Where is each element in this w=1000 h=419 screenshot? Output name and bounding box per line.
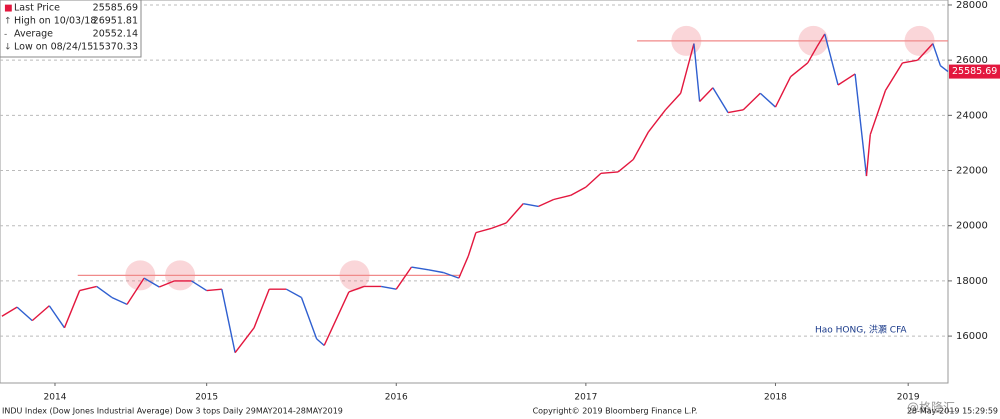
price-segment	[428, 269, 444, 274]
price-segment	[790, 62, 809, 78]
price-segment	[759, 92, 776, 108]
price-segment	[902, 59, 918, 64]
price-segment	[234, 327, 255, 354]
legend-icon: ↑	[4, 17, 12, 27]
price-segment	[323, 291, 350, 346]
price-segment	[395, 266, 413, 290]
price-segment	[380, 285, 397, 290]
price-segment	[837, 73, 856, 86]
price-segment	[458, 255, 469, 279]
legend-icon: ■	[4, 4, 13, 14]
price-segment	[285, 288, 302, 299]
price-segment	[932, 43, 942, 66]
x-tick-label: 2014	[44, 393, 67, 403]
price-segment	[727, 109, 744, 114]
x-tick-label: 2017	[574, 393, 597, 403]
footer-left: INDU Index (Dow Jones Industrial Average…	[2, 407, 343, 416]
price-segment	[126, 277, 145, 305]
watermark: @格隆汇	[907, 400, 955, 415]
price-segment	[742, 92, 761, 111]
price-segment	[1, 306, 18, 317]
y-tick-label: 18000	[956, 276, 988, 287]
price-segment	[221, 289, 236, 353]
last-price-tag	[949, 64, 1000, 79]
legend-value: 20552.14	[93, 29, 138, 40]
legend-icon: -	[4, 30, 7, 40]
legend-label: Low on 08/24/15	[14, 42, 93, 53]
footer-right: 28-May-2019 15:29:59	[907, 407, 998, 416]
price-segment	[585, 172, 602, 188]
legend-label: Last Price	[14, 3, 60, 14]
legend-label: Average	[14, 29, 53, 40]
price-segment	[774, 76, 792, 108]
legend-icon: ↓	[4, 43, 12, 53]
price-segment	[63, 290, 81, 329]
x-tick-label: 2016	[385, 393, 408, 403]
y-tick-label: 26000	[956, 55, 988, 66]
price-segment	[553, 194, 571, 201]
price-segment	[570, 186, 587, 196]
price-segment	[96, 285, 113, 299]
x-tick-label: 2015	[195, 393, 218, 403]
price-segment	[632, 131, 650, 160]
price-segment	[348, 285, 365, 293]
legend-label: High on 10/03/18	[14, 16, 96, 27]
price-segment	[538, 198, 554, 208]
price-segment	[505, 203, 524, 224]
price-segment	[693, 43, 701, 102]
price-segment	[917, 43, 934, 61]
price-segment	[467, 232, 477, 257]
price-segment	[824, 33, 839, 86]
legend-box	[0, 0, 142, 58]
price-segment	[31, 305, 50, 322]
price-segment	[600, 171, 619, 174]
footer-center: Copyright© 2019 Bloomberg Finance L.P.	[533, 407, 698, 416]
price-segment	[699, 87, 714, 103]
price-segment	[79, 285, 97, 292]
price-segment	[865, 134, 871, 177]
price-segment	[475, 227, 492, 234]
price-segment	[16, 306, 33, 322]
price-segment	[679, 43, 695, 94]
price-segment	[159, 280, 175, 288]
price-segment	[884, 62, 904, 91]
price-segment	[490, 222, 507, 230]
y-tick-label: 28000	[956, 0, 988, 11]
x-tick-label: 2018	[764, 393, 787, 403]
price-segment	[816, 33, 826, 47]
price-segment	[443, 271, 460, 279]
y-tick-label: 24000	[956, 110, 988, 121]
price-segment	[206, 288, 222, 292]
author-note: Hao HONG, 洪灝 CFA	[815, 324, 907, 336]
x-tick-label: 2019	[897, 393, 920, 403]
legend-value: 15370.33	[93, 42, 138, 53]
price-segment	[143, 277, 160, 288]
plot-area	[0, 0, 949, 384]
price-segment	[939, 65, 949, 73]
price-segment	[647, 109, 667, 133]
price-segment	[869, 90, 887, 135]
price-segment	[48, 305, 66, 329]
price-segment	[253, 288, 270, 329]
price-segment	[617, 158, 634, 173]
price-segment	[316, 338, 325, 346]
y-tick-label: 16000	[956, 331, 988, 342]
y-tick-label: 22000	[956, 166, 988, 177]
price-segment	[411, 266, 429, 271]
price-segment	[712, 87, 729, 113]
price-segment	[111, 296, 128, 305]
price-segment	[807, 46, 818, 64]
price-segment	[300, 297, 318, 340]
legend-value: 25585.69	[93, 3, 138, 14]
price-segment	[664, 92, 682, 111]
y-tick-label: 20000	[956, 221, 988, 232]
price-segment	[854, 73, 868, 177]
legend-value: 26951.81	[93, 16, 138, 27]
last-price-label: 25585.69	[952, 66, 997, 77]
price-segment	[523, 202, 539, 208]
price-segment	[191, 280, 208, 292]
